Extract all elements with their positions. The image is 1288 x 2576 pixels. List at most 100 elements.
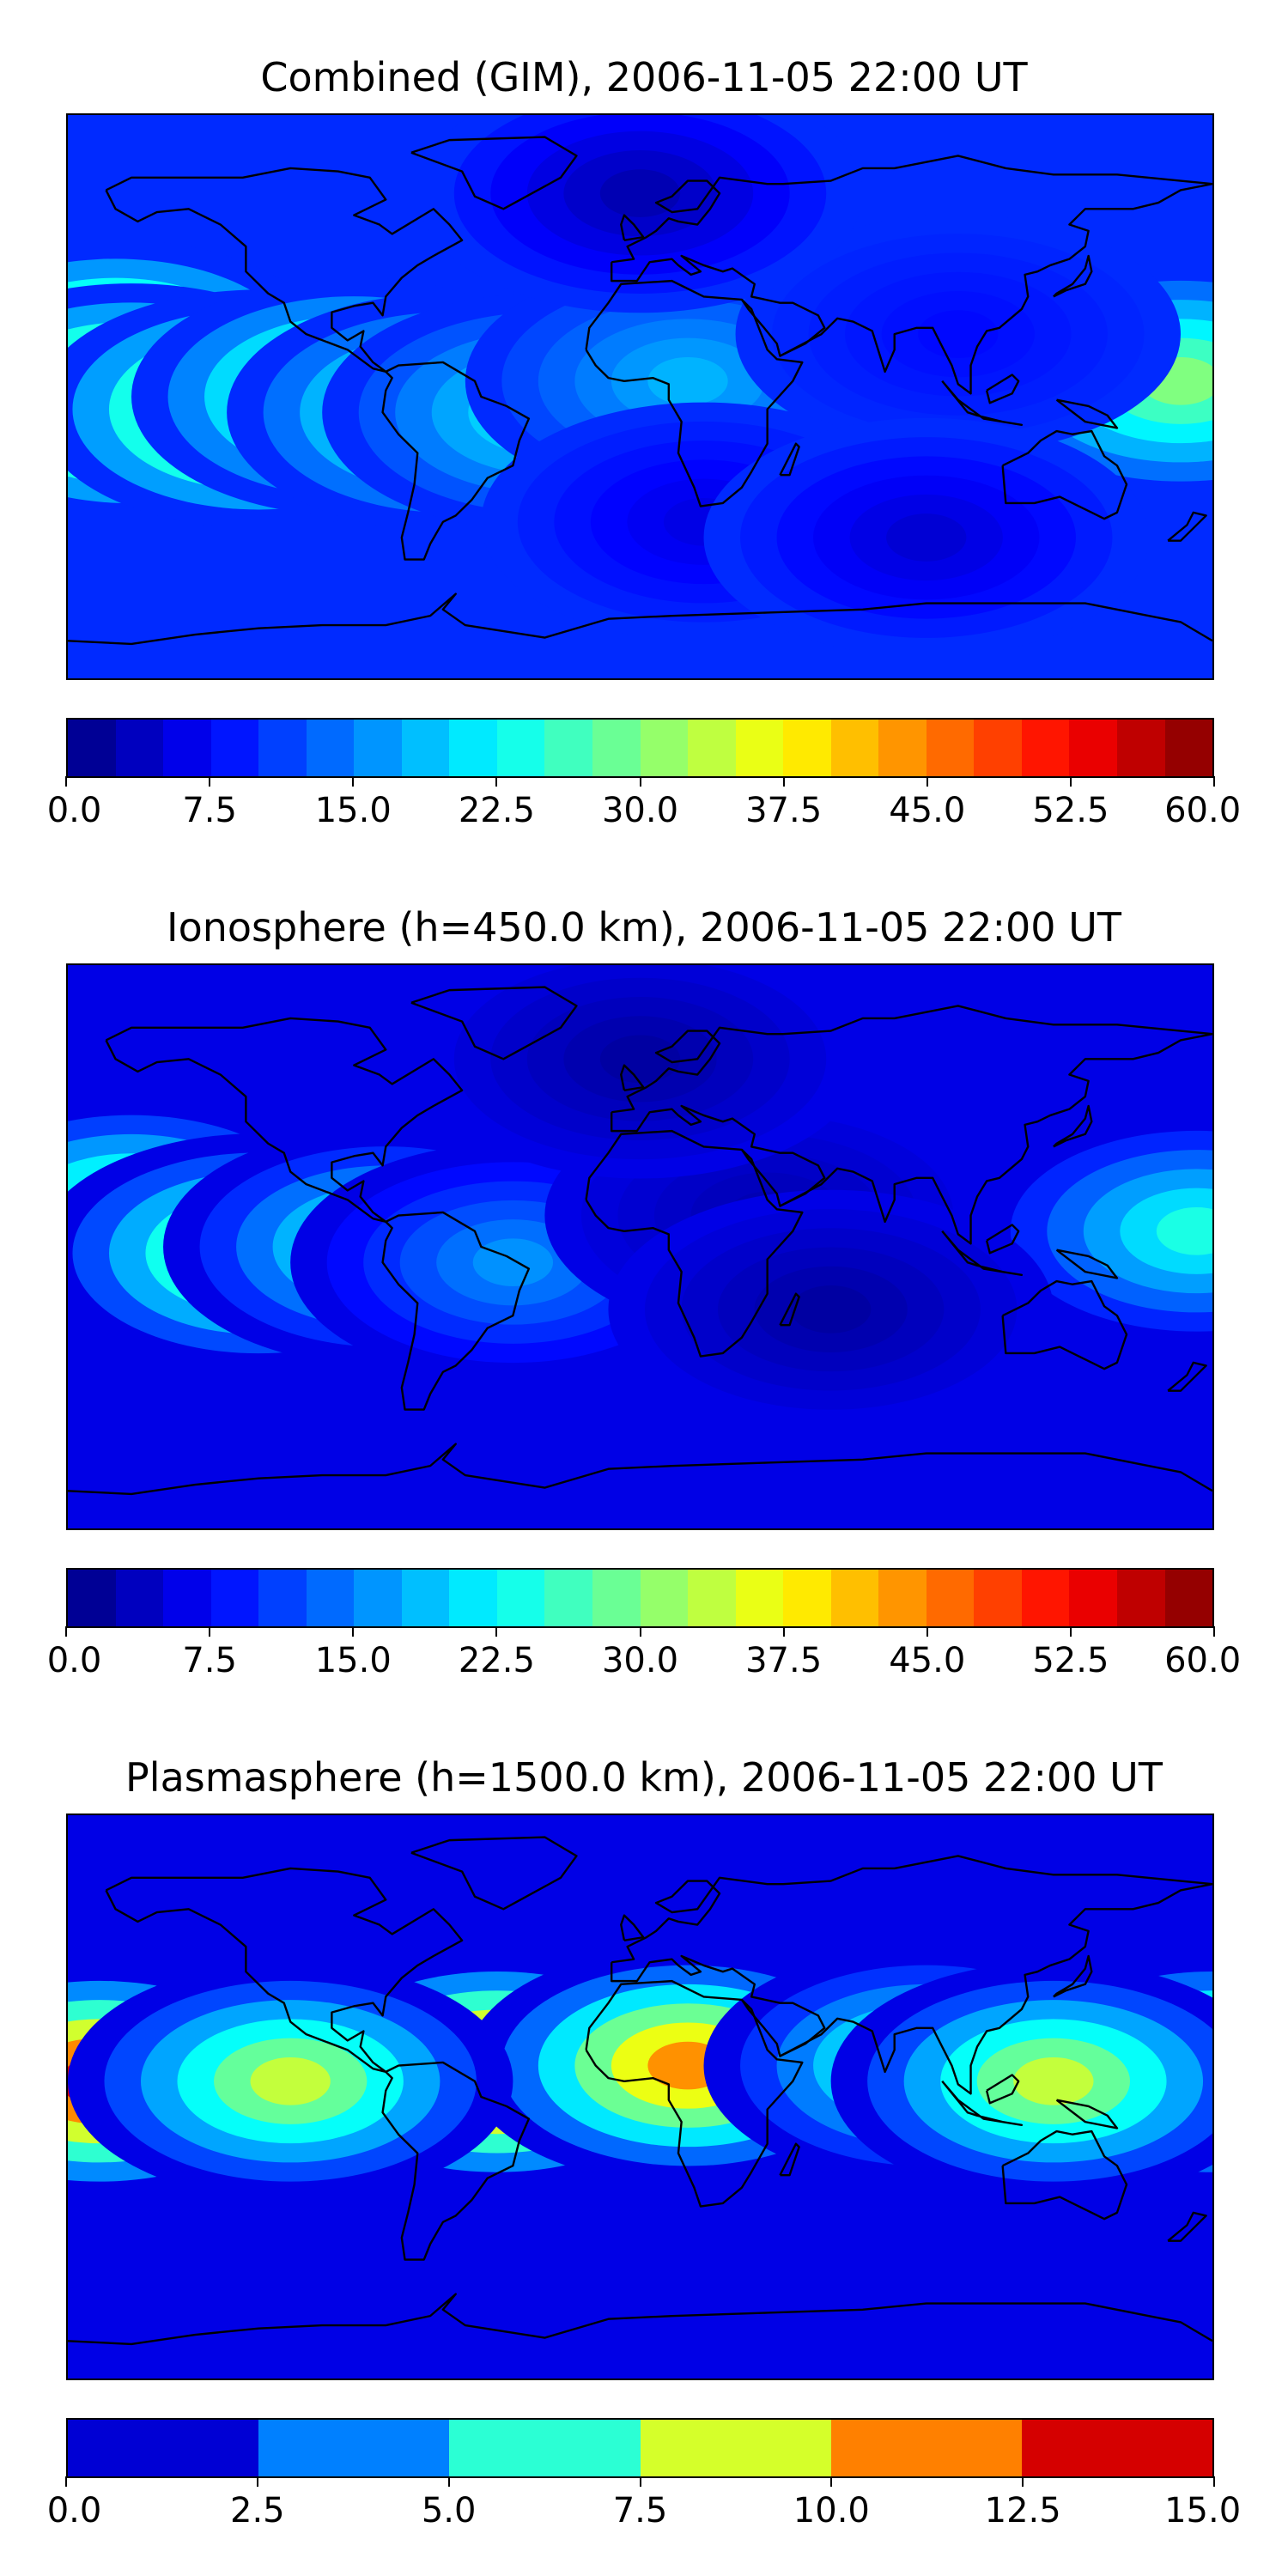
coastline [585, 279, 804, 507]
colorbar-tick [495, 1626, 498, 1637]
field-contour [472, 1238, 554, 1287]
coastline [779, 183, 1212, 395]
coastline [1001, 2129, 1128, 2221]
coastline [1055, 2099, 1119, 2129]
colorbar-tick-label: 0.0 [46, 791, 102, 830]
colorbar-segment [878, 720, 927, 776]
colorbar-segment [640, 2420, 831, 2476]
colorbar-segment [592, 720, 641, 776]
colorbar-segment [878, 1570, 927, 1626]
colorbar-segment [926, 720, 975, 776]
colorbar-segment [115, 1570, 164, 1626]
colorbar-segment [735, 1570, 784, 1626]
colorbar-tick-label: 15.0 [314, 1641, 392, 1680]
coastline [1167, 511, 1207, 542]
colorbar-segment [1021, 1570, 1070, 1626]
colorbar-segment [974, 720, 1022, 776]
coastline [779, 1033, 1212, 1245]
colorbar-segment [449, 720, 497, 776]
colorbar-segment [68, 720, 116, 776]
coastline [985, 1224, 1020, 1255]
colorbar-ticks-ionosphere: 0.0 7.5 15.0 22.5 30.0 37.5 45.0 52.5 60.0 [47, 1626, 1241, 1680]
colorbar-tick-label: 0.0 [46, 1641, 102, 1680]
colorbar-ticks-combined: 0.0 7.5 15.0 22.5 30.0 37.5 45.0 52.5 60.0 [47, 776, 1241, 830]
coastlines [68, 986, 1212, 1496]
colorbar-segment [1164, 720, 1213, 776]
colorbar-tick [65, 1626, 67, 1637]
colorbar-tick [1213, 1626, 1215, 1637]
colorbar-tick [65, 776, 67, 787]
coastline [779, 1883, 1212, 2095]
colorbar-tick [447, 2476, 450, 2487]
colorbar-segment [640, 720, 689, 776]
colorbar-tick [65, 2476, 67, 2487]
colorbar-segment [544, 720, 593, 776]
coastline [1167, 1361, 1207, 1392]
coastline [68, 592, 1212, 646]
colorbar-segment [354, 720, 402, 776]
coastline [105, 1867, 464, 2074]
colorbar-tick-label: 7.5 [612, 2491, 668, 2530]
colorbar-segment [210, 1570, 259, 1626]
coastline [381, 361, 531, 561]
coastline [941, 2081, 1024, 2126]
map-combined [66, 113, 1214, 680]
coastlines [68, 1836, 1212, 2346]
colorbar-tick-label: 60.0 [1164, 1641, 1242, 1680]
colorbar-segment [830, 1570, 879, 1626]
colorbar-tick [1213, 776, 1215, 787]
coastline [611, 1954, 826, 2057]
tec-blobs [68, 965, 1212, 1430]
colorbar-tick-label: 37.5 [745, 791, 823, 830]
coastline [779, 442, 800, 477]
colorbar-tick [1213, 2476, 1215, 2487]
tec-bands [68, 1946, 1212, 2201]
coastline [1167, 2211, 1207, 2242]
colorbar-ticks-plasmasphere: 0.0 2.5 5.0 7.5 10.0 12.5 15.0 [47, 2476, 1241, 2530]
field-contour [599, 1035, 681, 1084]
colorbar-tick [639, 1626, 641, 1637]
coastline [779, 2142, 800, 2177]
coastline [1055, 398, 1119, 429]
colorbar-segment [449, 1570, 497, 1626]
map-ionosphere [66, 963, 1214, 1530]
colorbar-tick-label: 12.5 [984, 2491, 1061, 2530]
colorbar-segment [1117, 1570, 1165, 1626]
colorbar-segment [210, 720, 259, 776]
coastline [611, 1855, 1212, 1964]
field-contour [1156, 1206, 1212, 1255]
coastline [381, 2061, 531, 2261]
coastline [611, 1104, 826, 1207]
field-contour [886, 513, 967, 562]
coastline [381, 1211, 531, 1411]
colorbar-tick-label: 5.0 [421, 2491, 477, 2530]
coastline [941, 380, 1024, 426]
colorbar-segment [1021, 720, 1070, 776]
chart-title-plasmasphere: Plasmasphere (h=1500.0 km), 2006-11-05 2… [125, 1754, 1163, 1801]
colorbar-tick [352, 1626, 355, 1637]
coastline [1001, 429, 1128, 520]
map-plasmasphere [66, 1814, 1214, 2380]
colorbar-segment [830, 2420, 1022, 2476]
colorbar-segment [783, 1570, 831, 1626]
colorbar-segment [1164, 1570, 1213, 1626]
colorbar-tick [256, 2476, 258, 2487]
colorbar-tick-label: 45.0 [889, 791, 966, 830]
colorbar-segment [68, 1570, 116, 1626]
coastline [985, 374, 1020, 404]
chart-title-combined: Combined (GIM), 2006-11-05 22:00 UT [260, 54, 1028, 100]
colorbar-segment [974, 1570, 1022, 1626]
colorbar-tick [782, 1626, 785, 1637]
colorbar-segment [401, 1570, 450, 1626]
coastline [941, 1230, 1024, 1276]
colorbar-tick [926, 1626, 928, 1637]
colorbar-segment [258, 1570, 307, 1626]
coastline [410, 136, 578, 210]
colorbar-segment [783, 720, 831, 776]
colorbar-segment [258, 720, 307, 776]
colorbar-tick-label: 0.0 [46, 2491, 102, 2530]
colorbar-segment [354, 1570, 402, 1626]
colorbar-segment [68, 2420, 259, 2476]
field-contour [918, 310, 999, 358]
coastline [620, 214, 645, 241]
